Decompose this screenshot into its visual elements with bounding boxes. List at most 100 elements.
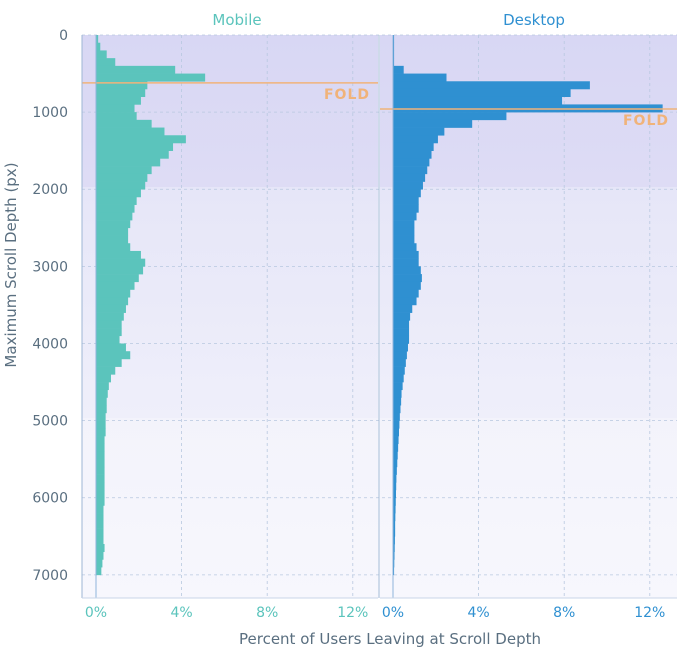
mobile-bar	[96, 520, 104, 529]
mobile-bar	[96, 50, 107, 59]
mobile-bar	[96, 451, 105, 460]
desktop-bar	[393, 158, 430, 167]
desktop-bar	[393, 459, 398, 468]
desktop-bar	[393, 96, 563, 105]
fold-label: FOLD	[324, 87, 370, 103]
x-tick-label: 4%	[170, 605, 192, 621]
desktop-bar	[393, 235, 415, 244]
desktop-bar	[393, 490, 396, 499]
desktop-bar	[393, 250, 419, 259]
y-tick-label: 1000	[32, 105, 68, 121]
mobile-bar	[96, 513, 104, 522]
y-tick-label: 2000	[32, 182, 68, 198]
desktop-bar	[393, 397, 402, 406]
desktop-bar	[393, 212, 417, 221]
desktop-bar	[393, 304, 413, 313]
desktop-bar	[393, 567, 395, 576]
mobile-bar	[96, 459, 105, 468]
mobile-bar	[96, 397, 107, 406]
desktop-bar	[393, 297, 417, 306]
desktop-bar	[393, 436, 399, 445]
desktop-bar	[393, 443, 399, 452]
mobile-bar	[96, 528, 104, 537]
desktop-bar	[393, 343, 408, 352]
panel-title: Desktop	[503, 11, 565, 29]
x-tick-label: 8%	[256, 605, 278, 621]
desktop-bar	[393, 412, 400, 421]
desktop-bar	[393, 142, 434, 151]
desktop-bar	[393, 482, 397, 491]
mobile-bar	[96, 551, 104, 560]
desktop-bar	[393, 428, 399, 437]
desktop-bar	[393, 335, 410, 344]
mobile-bar	[96, 96, 141, 105]
desktop-bar	[393, 58, 395, 67]
mobile-bar	[96, 204, 135, 213]
y-tick-label: 6000	[32, 491, 68, 507]
y-axis-title: Maximum Scroll Depth (px)	[2, 162, 20, 367]
mobile-bar	[96, 135, 186, 144]
mobile-bar	[96, 150, 169, 159]
mobile-bar	[96, 559, 103, 568]
x-tick-label: 4%	[467, 605, 489, 621]
mobile-bar	[96, 243, 131, 252]
desktop-bar	[393, 374, 404, 383]
mobile-bar	[96, 544, 105, 553]
mobile-bar	[96, 366, 116, 375]
mobile-bar	[96, 412, 106, 421]
desktop-bar	[393, 358, 406, 367]
mobile-bar	[96, 112, 137, 121]
mobile-bar	[96, 312, 124, 321]
mobile-bar	[96, 181, 146, 190]
desktop-bar	[393, 127, 445, 136]
x-tick-label: 12%	[634, 605, 665, 621]
desktop-bar	[393, 544, 395, 553]
mobile-bar	[96, 250, 141, 259]
x-tick-label: 0%	[382, 605, 404, 621]
desktop-bar	[393, 266, 421, 275]
y-tick-label: 7000	[32, 568, 68, 584]
desktop-bar	[393, 196, 419, 205]
desktop-bar	[393, 50, 395, 59]
mobile-bar	[96, 73, 206, 82]
mobile-bar	[96, 428, 106, 437]
mobile-bar	[96, 358, 122, 367]
y-tick-label: 4000	[32, 336, 68, 352]
desktop-bar	[393, 42, 395, 51]
mobile-bar	[96, 304, 126, 313]
mobile-bar	[96, 142, 174, 151]
mobile-bar	[96, 335, 120, 344]
desktop-bar	[393, 320, 410, 329]
mobile-bar	[96, 474, 105, 483]
desktop-bar	[393, 173, 426, 182]
mobile-bar	[96, 405, 107, 414]
mobile-bar	[96, 505, 104, 514]
desktop-bar	[393, 166, 428, 175]
mobile-bar	[96, 35, 99, 44]
desktop-bar	[393, 382, 403, 391]
mobile-bar	[96, 88, 146, 97]
desktop-bar	[393, 81, 590, 90]
desktop-bar	[393, 312, 411, 321]
desktop-bar	[393, 243, 417, 252]
mobile-bar	[96, 42, 101, 51]
desktop-bar	[393, 505, 396, 514]
desktop-bar	[393, 497, 396, 506]
mobile-bar	[96, 490, 105, 499]
mobile-bar	[96, 343, 126, 352]
desktop-bar	[393, 451, 398, 460]
mobile-bar	[96, 227, 129, 236]
mobile-bar	[96, 436, 105, 445]
desktop-bar	[393, 35, 395, 44]
mobile-bar	[96, 351, 131, 360]
x-tick-label: 0%	[85, 605, 107, 621]
fold-label: FOLD	[623, 113, 669, 129]
mobile-bar	[96, 482, 105, 491]
desktop-bar	[393, 181, 423, 190]
mobile-bar	[96, 289, 131, 298]
y-tick-label: 5000	[32, 414, 68, 430]
mobile-bar	[96, 374, 111, 383]
mobile-bar	[96, 104, 135, 113]
